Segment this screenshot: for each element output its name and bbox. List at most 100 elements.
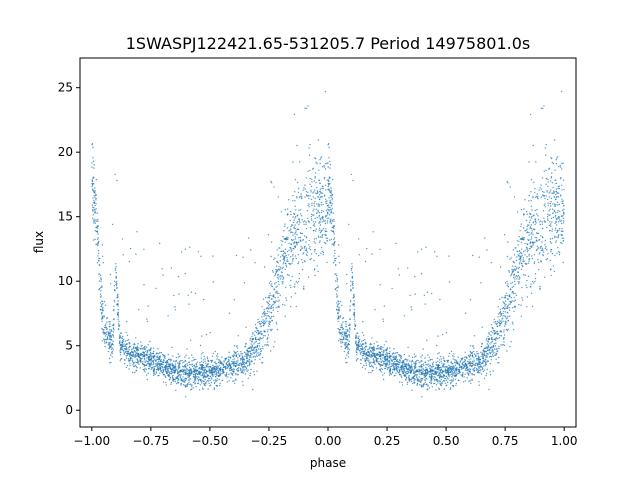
data-point [96,243,98,245]
data-point [511,290,514,293]
data-point [409,369,411,372]
data-point [271,283,273,285]
data-point [294,200,296,202]
data-point [333,255,335,257]
data-point [117,296,119,298]
data-point [503,341,505,343]
data-point [182,366,185,368]
data-point [516,256,518,258]
data-point [431,368,433,370]
data-point [544,239,547,242]
data-point [389,350,391,353]
data-point [126,343,129,345]
data-point [178,293,180,295]
data-point [169,371,171,373]
data-point [305,107,308,110]
data-point [410,361,413,363]
data-point [150,363,152,365]
data-point [498,319,500,321]
data-point [173,368,175,370]
data-point [93,183,95,185]
data-point [117,328,120,330]
data-point [307,195,309,197]
data-point [481,343,483,345]
data-point [319,159,321,161]
data-point [423,373,425,375]
data-point [452,372,454,374]
data-point [544,221,546,223]
data-point [356,354,358,356]
data-point [427,360,429,362]
data-point [173,372,176,374]
data-point [131,371,134,374]
data-point [209,379,211,381]
data-point [233,299,235,301]
data-point [298,161,301,163]
data-point [308,206,310,208]
data-point [134,371,136,374]
data-points [91,90,565,398]
data-point [280,276,282,278]
data-point [366,247,368,250]
data-point [113,329,115,331]
data-point [252,333,254,335]
data-point [108,357,111,360]
data-point [419,384,421,386]
data-point [468,380,470,382]
data-point [396,352,399,354]
data-point [119,334,121,336]
data-point [530,224,532,226]
data-point [215,376,217,378]
data-point [241,369,243,371]
data-point [225,375,227,378]
data-point [359,350,361,352]
data-point [563,212,565,214]
data-point [446,368,449,371]
data-point [562,240,565,242]
data-point [555,241,557,243]
data-point [468,356,471,358]
data-point [517,244,519,246]
data-point [334,280,337,282]
data-point [237,359,239,361]
data-point [314,251,316,253]
data-point [460,374,462,376]
data-point [361,331,364,334]
data-point [504,305,506,307]
data-point [292,194,294,197]
data-point [503,302,505,304]
data-point [563,205,565,207]
data-point [113,308,115,311]
data-point [264,344,266,346]
data-point [513,329,515,331]
data-point [256,350,258,352]
data-point [469,370,471,372]
data-point [255,349,258,351]
data-point [152,362,155,364]
data-point [201,387,204,389]
data-point [296,282,299,284]
data-point [378,355,381,358]
data-point [170,368,172,371]
data-point [545,169,547,172]
data-point [167,362,169,364]
data-point [127,353,129,355]
data-point [397,268,399,270]
data-point [301,268,304,271]
data-point [109,323,111,325]
data-point [480,355,482,357]
data-point [274,301,276,304]
data-point [196,378,199,380]
data-point [92,177,94,180]
data-point [262,312,265,314]
data-point [441,333,444,336]
data-point [492,349,494,351]
data-point [196,365,198,368]
data-point [562,222,565,224]
data-point [168,365,170,368]
data-point [233,345,236,347]
data-point [513,300,515,302]
data-point [169,377,172,379]
data-point [119,345,122,347]
data-point [271,270,274,272]
